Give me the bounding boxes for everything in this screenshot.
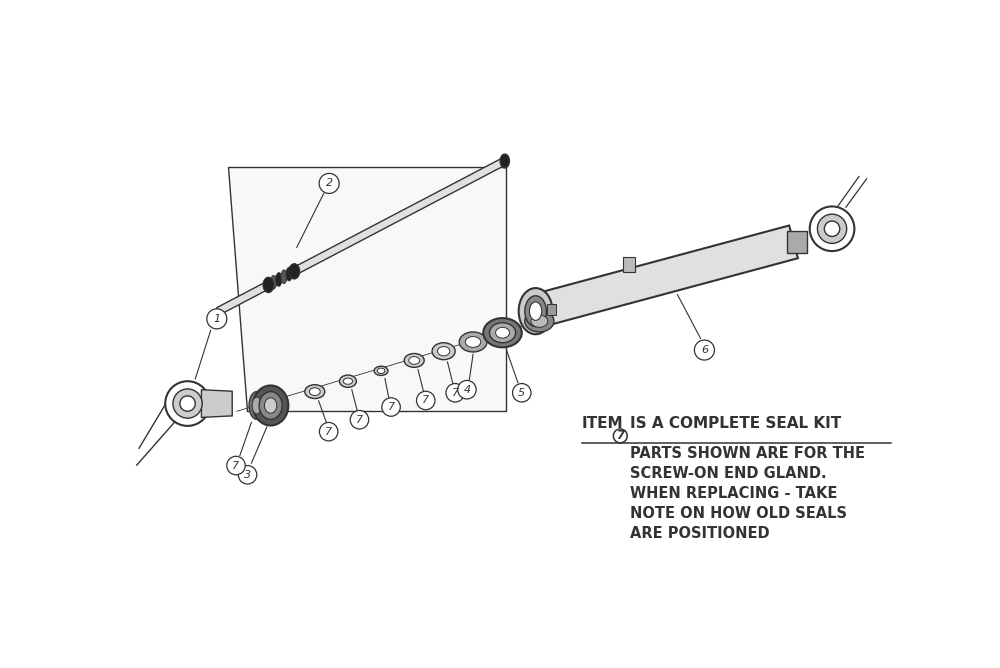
Ellipse shape — [465, 337, 481, 347]
Text: IS A COMPLETE SEAL KIT: IS A COMPLETE SEAL KIT — [630, 415, 842, 430]
Ellipse shape — [409, 357, 420, 364]
Ellipse shape — [173, 389, 202, 418]
Ellipse shape — [339, 375, 356, 387]
Ellipse shape — [286, 267, 292, 281]
Text: 7: 7 — [388, 402, 395, 412]
Ellipse shape — [276, 273, 282, 287]
Text: 6: 6 — [701, 345, 708, 355]
Ellipse shape — [263, 277, 274, 293]
Text: 7: 7 — [452, 388, 459, 397]
Ellipse shape — [309, 388, 320, 395]
Bar — [623, 257, 635, 273]
Polygon shape — [217, 158, 507, 315]
Ellipse shape — [252, 397, 261, 414]
Ellipse shape — [374, 366, 388, 375]
Ellipse shape — [265, 278, 271, 292]
Ellipse shape — [519, 288, 553, 334]
Ellipse shape — [437, 347, 450, 356]
Ellipse shape — [271, 275, 277, 289]
Ellipse shape — [305, 385, 325, 399]
Text: 5: 5 — [518, 388, 525, 397]
Ellipse shape — [343, 378, 353, 384]
Circle shape — [382, 397, 400, 416]
Circle shape — [694, 340, 714, 360]
Polygon shape — [228, 167, 506, 411]
Ellipse shape — [483, 318, 522, 347]
Text: ITEM: ITEM — [582, 415, 623, 430]
Ellipse shape — [289, 264, 300, 279]
Ellipse shape — [291, 265, 297, 279]
Ellipse shape — [525, 296, 546, 327]
Text: WHEN REPLACING - TAKE: WHEN REPLACING - TAKE — [630, 486, 838, 501]
Bar — [547, 304, 556, 315]
Text: 7: 7 — [356, 415, 363, 425]
Polygon shape — [531, 226, 798, 327]
Text: 7: 7 — [616, 430, 624, 442]
Ellipse shape — [253, 385, 288, 426]
Circle shape — [319, 174, 339, 194]
Text: 3: 3 — [244, 470, 251, 480]
Circle shape — [458, 381, 476, 399]
Ellipse shape — [810, 206, 854, 251]
Text: 7: 7 — [232, 460, 240, 470]
Circle shape — [513, 383, 531, 402]
Text: 7: 7 — [422, 395, 429, 405]
Ellipse shape — [500, 154, 509, 168]
Text: NOTE ON HOW OLD SEALS: NOTE ON HOW OLD SEALS — [630, 506, 847, 521]
Text: PARTS SHOWN ARE FOR THE: PARTS SHOWN ARE FOR THE — [630, 446, 865, 461]
Circle shape — [446, 383, 464, 402]
Circle shape — [319, 422, 338, 441]
Ellipse shape — [249, 391, 264, 420]
Ellipse shape — [281, 270, 287, 284]
Circle shape — [207, 309, 227, 329]
Ellipse shape — [525, 311, 554, 332]
Text: 4: 4 — [463, 385, 470, 395]
Ellipse shape — [529, 302, 542, 321]
Circle shape — [350, 411, 369, 429]
Text: ARE POSITIONED: ARE POSITIONED — [630, 526, 770, 541]
Polygon shape — [201, 389, 232, 418]
Ellipse shape — [377, 368, 385, 373]
Ellipse shape — [496, 327, 509, 338]
Text: 7: 7 — [325, 427, 332, 437]
Circle shape — [227, 456, 245, 475]
Text: SCREW-ON END GLAND.: SCREW-ON END GLAND. — [630, 466, 827, 481]
Ellipse shape — [432, 343, 455, 359]
Ellipse shape — [404, 353, 424, 367]
Circle shape — [238, 466, 257, 484]
Ellipse shape — [264, 397, 277, 413]
Circle shape — [416, 391, 435, 409]
Ellipse shape — [817, 214, 847, 243]
Ellipse shape — [531, 315, 548, 327]
Bar — [787, 231, 807, 253]
Ellipse shape — [459, 332, 487, 352]
Ellipse shape — [259, 391, 282, 420]
Ellipse shape — [165, 381, 210, 426]
Ellipse shape — [824, 221, 840, 236]
Ellipse shape — [180, 396, 195, 411]
Text: 1: 1 — [213, 314, 220, 324]
Text: 2: 2 — [326, 178, 333, 188]
Ellipse shape — [489, 323, 516, 343]
